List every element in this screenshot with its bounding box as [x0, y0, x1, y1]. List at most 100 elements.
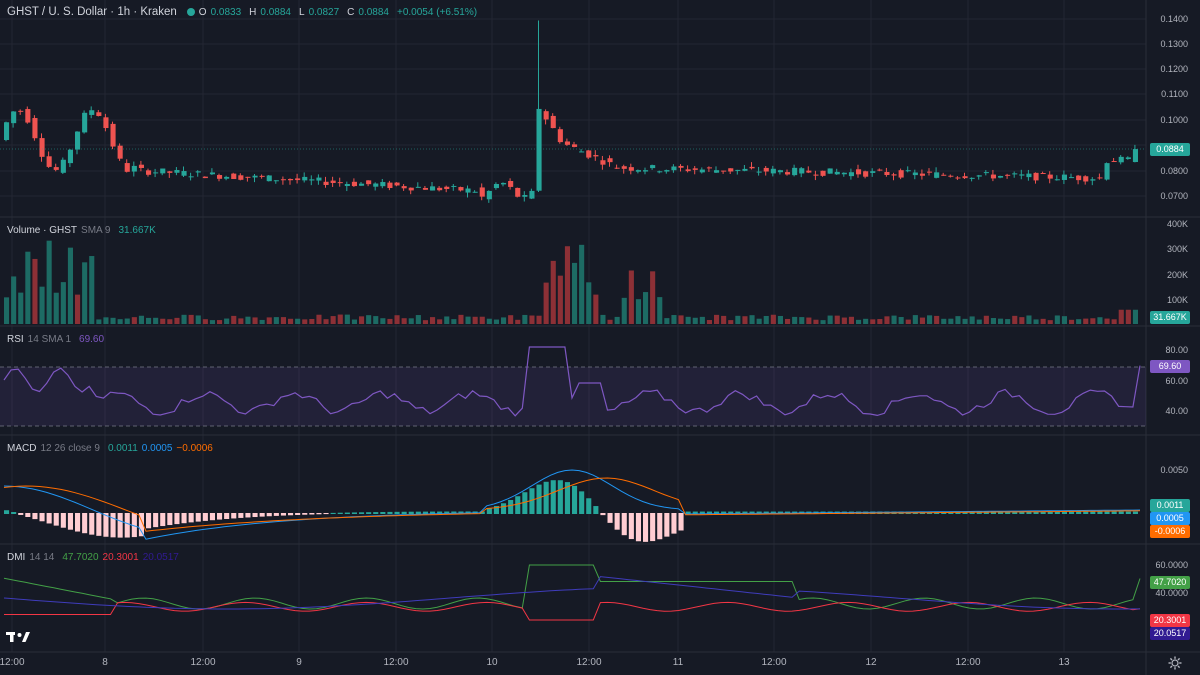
volume-bar [67, 247, 73, 324]
macd-histogram-bar [138, 513, 144, 537]
macd-histogram-bar [671, 513, 677, 534]
volume-bar [508, 315, 514, 324]
volume-bar [806, 317, 812, 324]
rsi-params: 14 SMA 1 [27, 334, 72, 345]
macd-histogram-bar [444, 511, 450, 514]
macd-histogram-bar [515, 496, 521, 514]
macd-histogram-bar [1132, 511, 1138, 514]
candle-body [749, 166, 755, 169]
volume-bar [124, 318, 130, 324]
macd-histogram-bar [976, 511, 982, 514]
volume-bar [245, 316, 251, 324]
volume-bar [770, 314, 776, 324]
dmi-axis-label: 60.0000 [1155, 560, 1188, 570]
candle-body [1076, 175, 1082, 181]
volume-bar [799, 317, 805, 324]
volume-axis-label: 400K [1166, 219, 1188, 229]
volume-bar [330, 316, 336, 324]
volume-bar [969, 316, 975, 324]
volume-bar [742, 316, 748, 324]
macd-histogram-bar [451, 511, 457, 514]
macd-histogram-bar [231, 513, 237, 519]
candle-body [1005, 174, 1011, 176]
tradingview-logo-icon[interactable] [6, 630, 32, 646]
macd-histogram-bar [522, 492, 528, 514]
macd-histogram-bar [82, 513, 88, 534]
candle-body [969, 177, 975, 179]
volume-bar [934, 315, 940, 324]
macd-histogram-bar [586, 498, 592, 514]
candle-body [827, 168, 833, 174]
volume-bar [678, 315, 684, 324]
macd-histogram-bar [174, 513, 180, 525]
volume-bar [160, 318, 166, 324]
ohlc-close: C 0.0884 [347, 7, 389, 18]
rsi-legend[interactable]: RSI 14 SMA 1 69.60 [7, 334, 108, 345]
macd-histogram-bar [593, 506, 599, 514]
macd-histogram-bar [699, 511, 705, 514]
volume-bar [962, 318, 968, 324]
volume-bar [266, 317, 272, 324]
volume-bar [444, 316, 450, 324]
candle-body [366, 180, 372, 185]
volume-bar [522, 314, 528, 324]
time-axis-label: 13 [1058, 657, 1070, 668]
macd-histogram-bar [692, 511, 698, 514]
volume-bar [1019, 317, 1025, 324]
candle-body [635, 170, 641, 172]
volume-bar [138, 315, 144, 324]
candle-body [870, 171, 876, 173]
volume-bar [295, 318, 301, 324]
macd-legend[interactable]: MACD 12 26 close 9 0.0011 0.0005 −0.0006 [7, 443, 217, 454]
volume-bar [46, 240, 52, 324]
macd-histogram-bar [295, 513, 301, 515]
volume-bar [699, 316, 705, 324]
candle-body [160, 168, 166, 174]
volume-bar [912, 315, 918, 324]
symbol-title[interactable]: GHST / U. S. Dollar · 1h · Kraken [7, 6, 177, 18]
macd-params: 12 26 close 9 [40, 443, 100, 454]
price-axis-label: 0.0700 [1160, 191, 1188, 201]
volume-bar [195, 315, 201, 324]
candle-body [898, 170, 904, 178]
time-axis-label: 12:00 [761, 657, 787, 668]
volume-bar [394, 315, 400, 324]
candle-body [543, 111, 549, 120]
ohlc-change: +0.0054 (+6.51%) [396, 7, 478, 18]
candle-body [479, 187, 485, 197]
candle-body [998, 176, 1004, 178]
candle-body [955, 177, 961, 179]
macd-histogram-bar [550, 480, 556, 514]
volume-bar [323, 319, 329, 324]
candle-body [501, 182, 507, 185]
volume-bar [706, 320, 712, 324]
candle-body [820, 170, 826, 176]
candle-body [174, 170, 180, 173]
volume-bar [586, 282, 592, 324]
volume-legend[interactable]: Volume · GHST SMA 9 31.667K [7, 225, 160, 236]
candle-body [763, 167, 769, 172]
volume-bar [288, 318, 294, 324]
candle-body [976, 175, 982, 177]
ohlc-high: H 0.0884 [249, 7, 291, 18]
macd-histogram-bar [422, 511, 428, 514]
volume-bar [82, 262, 88, 324]
volume-bar [458, 314, 464, 324]
macd-histogram-bar [643, 513, 649, 542]
dmi-legend[interactable]: DMI 14 14 47.7020 20.3001 20.0517 [7, 552, 183, 563]
volume-bar [1069, 319, 1075, 324]
volume-bar [1111, 319, 1117, 324]
macd-histogram-bar [387, 511, 393, 514]
volume-bar [721, 315, 727, 324]
candle-body [529, 190, 535, 199]
macd-histogram-bar [32, 513, 38, 520]
candle-body [422, 187, 428, 190]
gear-icon[interactable] [1168, 656, 1182, 670]
candle-body [309, 179, 315, 181]
candle-body [138, 164, 144, 168]
candle-body [685, 169, 691, 172]
volume-bar [146, 317, 152, 324]
candle-body [110, 123, 116, 147]
